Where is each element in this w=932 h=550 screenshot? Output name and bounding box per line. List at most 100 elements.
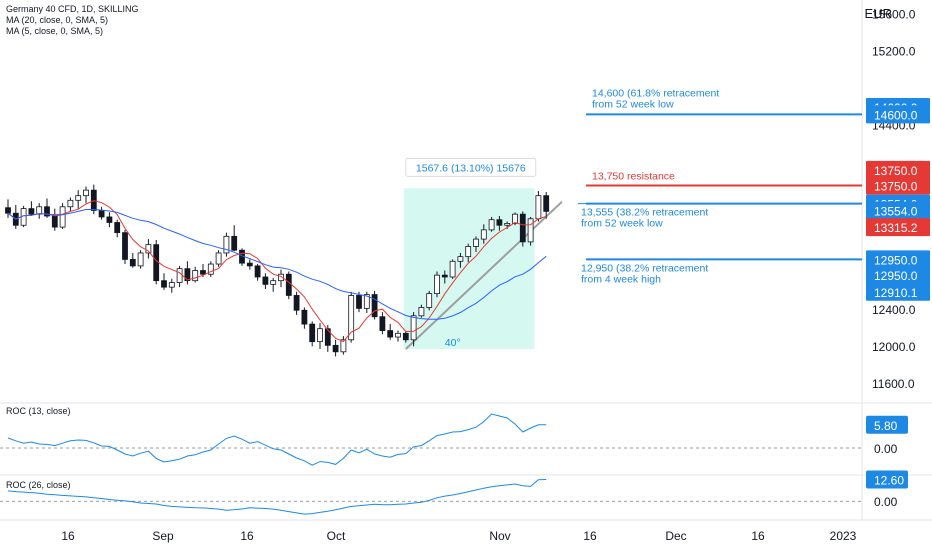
candle-up — [480, 229, 487, 240]
x-tick-label: Nov — [489, 529, 510, 543]
price-tag-label: 13315.2 — [874, 221, 918, 235]
y-tick-label: 12400.0 — [872, 303, 916, 317]
angle-label: 40° — [445, 337, 461, 349]
price-tag-label: 13750.0 — [874, 164, 918, 178]
candle-up — [223, 235, 230, 254]
range-measure-label-box — [405, 157, 537, 177]
candle-down — [5, 207, 11, 214]
candle-down — [543, 195, 550, 212]
candle-down — [200, 270, 206, 275]
y-tick-label: 15200.0 — [872, 45, 916, 59]
x-tick-label: 16 — [751, 529, 765, 543]
candle-up — [348, 295, 355, 341]
candle-up — [527, 218, 534, 243]
candle-down — [356, 295, 362, 309]
roc-line — [7, 413, 547, 466]
y-tick-label: 11600.0 — [872, 377, 915, 391]
roc-line — [7, 479, 547, 515]
candle-up — [340, 339, 347, 353]
candle-down — [254, 265, 261, 278]
roc-zero-label: 0.00 — [874, 495, 898, 509]
x-tick-label: 2023 — [830, 529, 857, 543]
price-tag — [866, 176, 930, 195]
chart-legend: Germany 40 CFD, 1D, SKILLING MA (20, clo… — [6, 4, 139, 37]
roc13-label: ROC (13, close) — [6, 406, 71, 416]
x-tick-label: 16 — [240, 529, 254, 543]
candle-up — [207, 263, 214, 275]
price-tag — [866, 250, 930, 269]
candle-up — [410, 315, 417, 341]
level-label: 12,950 (38.2% retracement — [581, 262, 708, 274]
candle-up — [418, 307, 425, 317]
price-tag-label: 13554.0 — [874, 204, 918, 218]
ma20-legend: MA (20, close, 0, SMA, 5) — [6, 15, 109, 25]
x-tick-label: 16 — [583, 529, 597, 543]
roc26-label: ROC (26, close) — [6, 480, 71, 490]
candle-up — [192, 270, 199, 282]
candle-down — [379, 316, 386, 331]
candle-up — [363, 294, 370, 309]
candle-up — [278, 273, 284, 282]
candle-up — [457, 256, 464, 262]
price-tag — [866, 160, 930, 179]
candle-down — [332, 344, 339, 353]
y-tick-label: 15600.0 — [872, 8, 916, 22]
candle-up — [465, 246, 472, 258]
price-tag-label: 12950.0 — [874, 269, 918, 283]
candle-down — [184, 268, 191, 282]
price-tag — [866, 105, 930, 124]
candle-up — [434, 274, 440, 295]
price-tag — [866, 266, 930, 285]
candle-down — [114, 222, 121, 234]
candle-up — [59, 206, 66, 228]
ma5-line — [7, 200, 547, 343]
candle-up — [449, 260, 456, 278]
x-tick-label: Oct — [327, 529, 346, 543]
candle-down — [153, 244, 160, 282]
candle-down — [293, 295, 300, 311]
candle-down — [129, 259, 136, 267]
candle-down — [262, 276, 269, 285]
candle-up — [395, 332, 401, 338]
y-tick-label: 12000.0 — [872, 340, 916, 354]
candle-down — [496, 219, 503, 226]
candle-down — [231, 235, 238, 251]
candle-up — [67, 199, 74, 208]
price-tag-label: 13750.0 — [874, 180, 918, 194]
candle-up — [36, 206, 43, 215]
candle-up — [512, 213, 518, 224]
price-tag-label: 12910.1 — [874, 286, 918, 300]
candle-down — [441, 274, 448, 278]
x-tick-label: 16 — [61, 529, 75, 543]
candle-up — [504, 222, 511, 226]
price-tag — [866, 218, 930, 237]
candle-up — [168, 282, 175, 288]
candle-down — [309, 323, 316, 343]
candle-down — [519, 213, 526, 243]
level-label: from 52 week low — [581, 218, 663, 230]
candle-down — [161, 280, 167, 288]
price-tag — [866, 282, 930, 301]
candle-down — [324, 328, 331, 346]
level-label: from 4 week high — [581, 273, 661, 285]
candle-down — [246, 262, 253, 267]
roc-value-label: 12.60 — [874, 474, 904, 488]
candle-down — [44, 206, 50, 217]
candle-down — [301, 309, 308, 325]
candle-up — [145, 244, 152, 254]
candle-down — [387, 330, 394, 338]
candle-up — [426, 293, 433, 308]
x-tick-label: Sep — [152, 529, 174, 543]
candle-down — [122, 232, 128, 260]
candle-up — [137, 252, 144, 267]
roc-value-tag — [866, 470, 908, 489]
level-label: 14,600 (61.8% retracement — [592, 87, 719, 99]
candle-down — [28, 208, 35, 215]
candle-up — [176, 268, 183, 283]
roc-value-label: 5.80 — [874, 419, 898, 433]
price-tag — [866, 201, 930, 220]
candle-down — [106, 216, 113, 223]
chart-title: Germany 40 CFD, 1D, SKILLING — [6, 4, 139, 14]
trend-line — [405, 200, 563, 350]
